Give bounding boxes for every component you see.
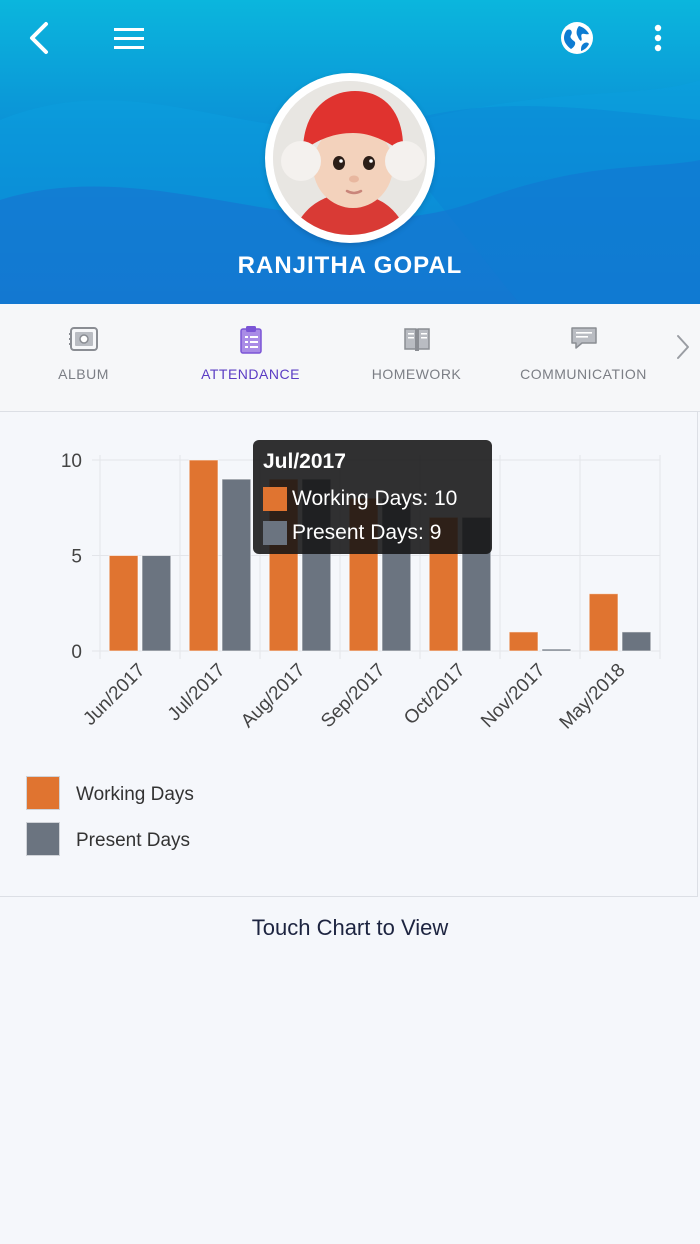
student-name: RANJITHA GOPAL [237, 252, 463, 279]
legend-label-present: Present Days [76, 830, 191, 851]
chart-tooltip: Jul/2017 Working Days: 10 Present Days: … [253, 440, 492, 554]
tabs-scroll-right-button[interactable] [670, 330, 694, 364]
tab-attendance[interactable]: ATTENDANCE [167, 305, 334, 411]
chat-icon [570, 327, 597, 349]
section-tabs: ALBUM ATTENDANCE HOMEWORK [0, 305, 700, 412]
tooltip-working-swatch [263, 487, 287, 511]
tab-label: COMMUNICATION [520, 366, 647, 382]
more-vertical-icon [654, 24, 662, 52]
menu-button[interactable] [103, 12, 155, 64]
y-tick-label: 10 [61, 451, 82, 472]
x-tick-label: May/2018 [556, 660, 630, 734]
x-tick-label: Nov/2017 [477, 660, 549, 732]
album-icon [68, 327, 98, 351]
x-tick-label: Oct/2017 [400, 660, 469, 729]
y-tick-label: 5 [71, 547, 82, 568]
avatar [273, 81, 427, 235]
hamburger-menu-icon [114, 28, 144, 49]
clipboard-icon [239, 326, 262, 354]
chevron-right-icon [677, 335, 689, 359]
tab-label: HOMEWORK [371, 366, 462, 382]
x-tick-label: Aug/2017 [237, 660, 309, 732]
bar-present-days [621, 631, 652, 652]
chevron-left-icon [30, 22, 48, 54]
tab-communication[interactable]: COMMUNICATION [500, 305, 667, 411]
language-button[interactable] [551, 12, 603, 64]
tooltip-present-swatch [263, 521, 287, 545]
tooltip-title: Jul/2017 [263, 450, 346, 473]
bar-present-days [541, 648, 572, 652]
back-button[interactable] [14, 12, 66, 64]
avatar-frame[interactable] [265, 73, 435, 243]
bar-present-days [141, 555, 172, 652]
legend-label-working: Working Days [76, 784, 194, 805]
more-options-button[interactable] [632, 12, 684, 64]
tab-album[interactable]: ALBUM [0, 305, 167, 411]
tooltip-working-text: Working Days: 10 [292, 487, 458, 510]
tab-homework[interactable]: HOMEWORK [333, 305, 500, 411]
bar-working-days [108, 555, 139, 652]
legend-swatch-present [26, 822, 60, 856]
touch-chart-hint[interactable]: Touch Chart to View [251, 915, 449, 940]
bar-working-days [588, 593, 619, 652]
x-tick-label: Sep/2017 [317, 660, 389, 732]
legend-item-present[interactable]: Present Days [26, 822, 266, 858]
profile-photo [273, 81, 427, 235]
legend-item-working[interactable]: Working Days [26, 776, 266, 812]
bar-working-days [188, 459, 219, 652]
tab-label: ALBUM [58, 366, 109, 382]
legend-swatch-working [26, 776, 60, 810]
tab-label: ATTENDANCE [201, 366, 300, 382]
y-tick-label: 0 [71, 642, 82, 663]
globe-icon [561, 22, 593, 54]
bar-working-days [508, 631, 539, 652]
profile-header: RANJITHA GOPAL [0, 0, 700, 304]
x-tick-label: Jul/2017 [164, 660, 230, 726]
bar-present-days [221, 478, 252, 652]
tooltip-present-text: Present Days: 9 [292, 521, 442, 544]
x-tick-label: Jun/2017 [79, 660, 149, 730]
book-icon [403, 328, 430, 351]
